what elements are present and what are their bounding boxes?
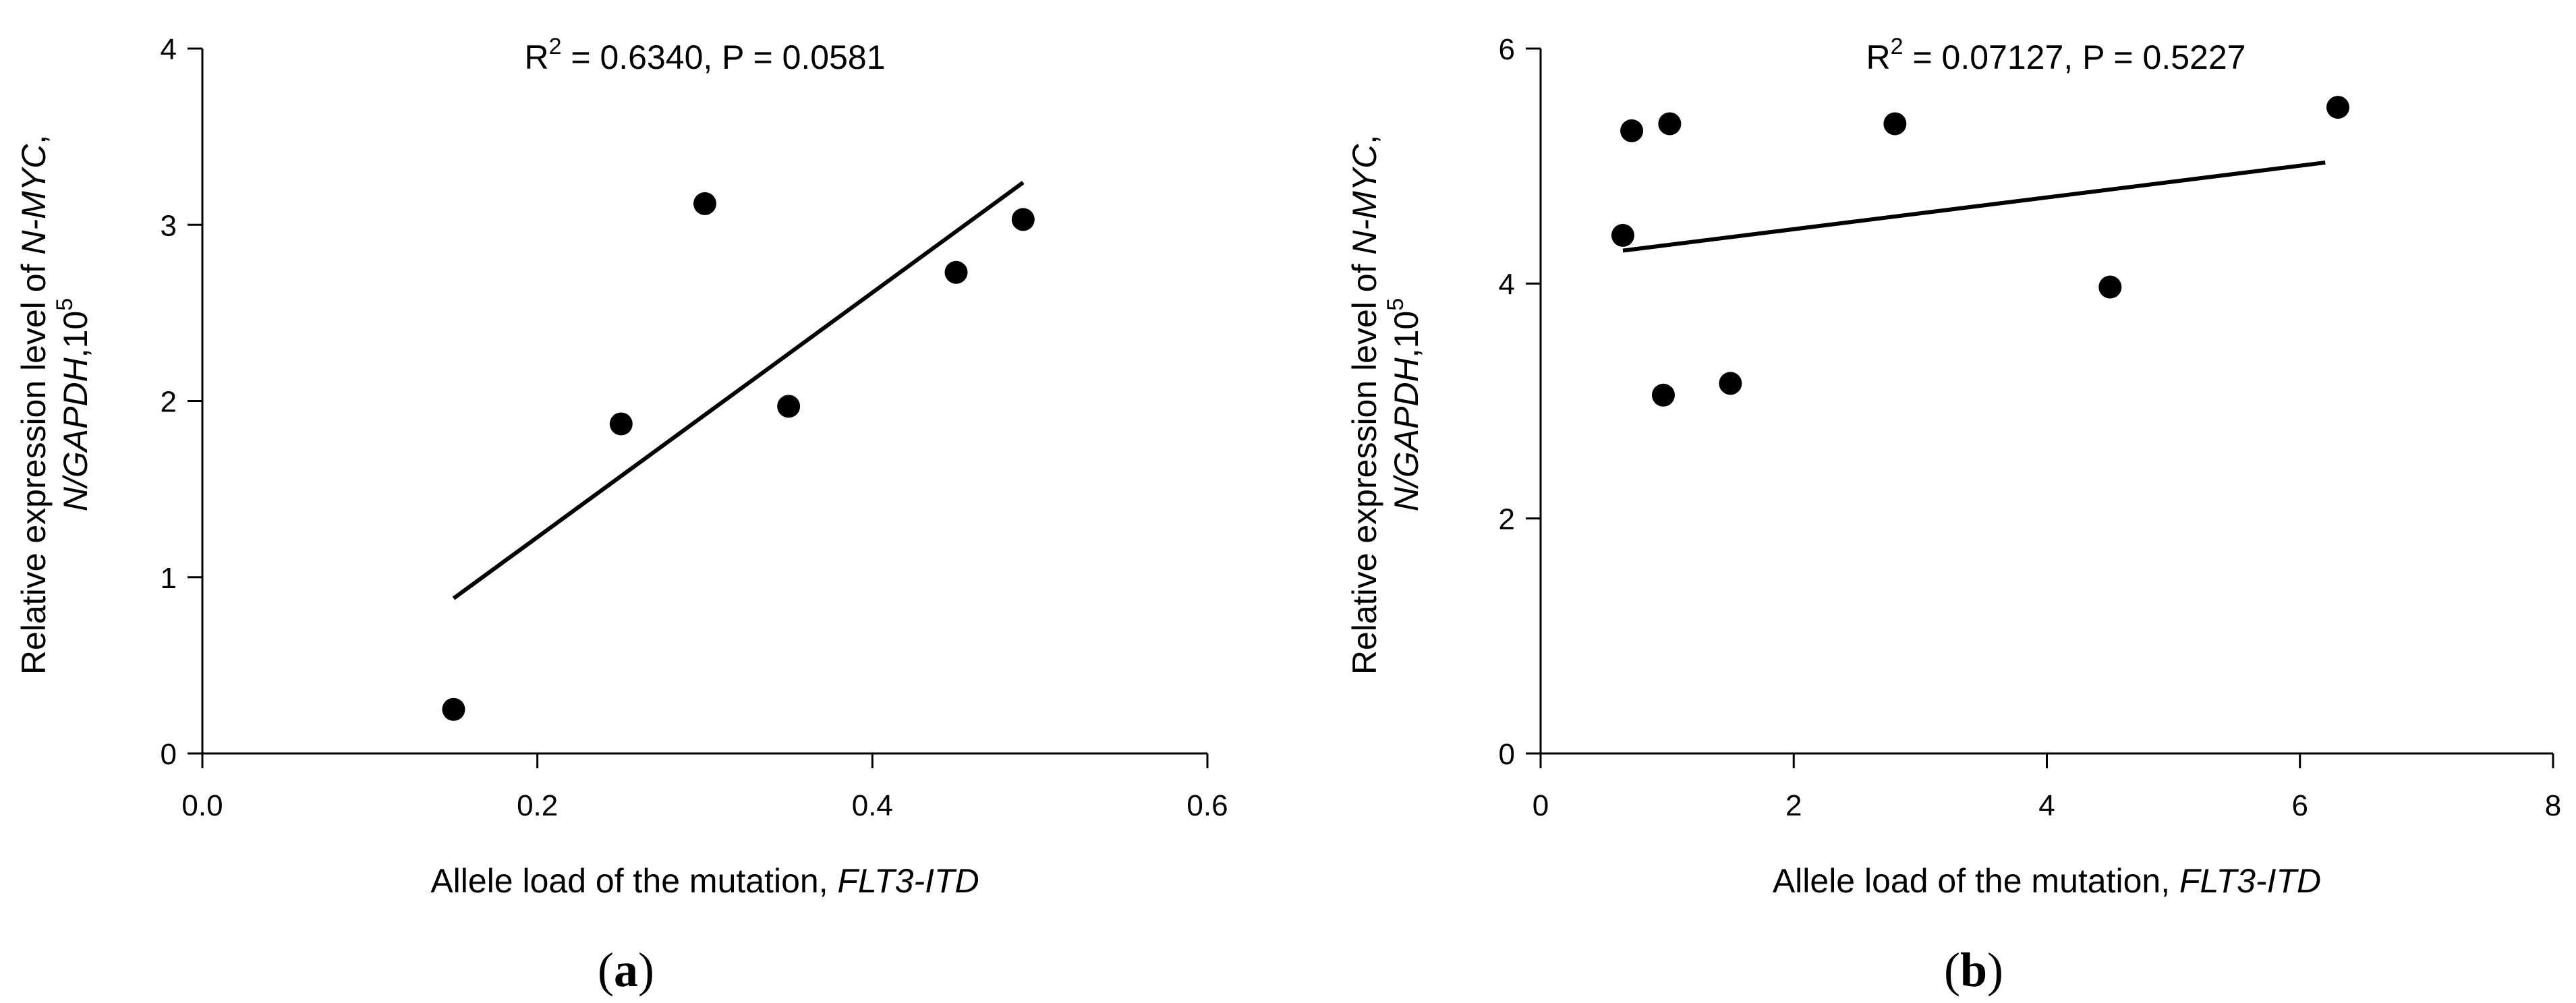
x-tick-label: 0.0 bbox=[181, 789, 223, 822]
y-tick-label: 3 bbox=[161, 209, 177, 242]
data-point bbox=[442, 697, 465, 721]
x-tick-label: 4 bbox=[2038, 789, 2055, 822]
data-point bbox=[1620, 119, 1644, 142]
y-axis-title: Relative expression level of N-MYC,N/GAP… bbox=[15, 135, 94, 675]
y-tick-label: 4 bbox=[1499, 268, 1515, 301]
y-tick-label: 2 bbox=[1499, 503, 1515, 536]
regression-line bbox=[1622, 160, 2326, 253]
data-point bbox=[1719, 372, 1742, 395]
data-point bbox=[1883, 112, 1907, 136]
stat-annotation: R2 = 0.07127, P = 0.5227 bbox=[1866, 34, 2246, 76]
data-point bbox=[2098, 275, 2122, 299]
x-tick-label: 0.4 bbox=[852, 789, 893, 822]
data-point bbox=[609, 412, 633, 436]
panel-label: (a) bbox=[598, 943, 654, 997]
x-axis-title: Allele load of the mutation, FLT3-ITD bbox=[430, 862, 979, 900]
chart-panel-a: 0.0 0.2 0.4 0.6 0 1 2 3 4 R2 = 0.6340, P = 0.0581… bbox=[15, 33, 1228, 997]
x-axis-title: Allele load of the mutation, FLT3-ITD bbox=[1773, 862, 2321, 900]
x-tick-label: 0 bbox=[1533, 789, 1549, 822]
data-point bbox=[2326, 96, 2350, 119]
stat-annotation: R2 = 0.6340, P = 0.0581 bbox=[524, 34, 885, 76]
y-tick-label: 2 bbox=[161, 386, 177, 419]
y-tick-label: 1 bbox=[161, 562, 177, 595]
data-point bbox=[777, 395, 801, 418]
y-axis-title: Relative expression level of N-MYC,N/GAP… bbox=[1346, 135, 1425, 675]
y-tick-label: 6 bbox=[1499, 33, 1515, 66]
chart-panel-b: 0 2 4 6 8 0 2 4 6 R2 = 0.07127, P = 0.5227 Allele … bbox=[1346, 33, 2561, 997]
data-point bbox=[1611, 223, 1634, 247]
y-tick-label: 4 bbox=[161, 33, 177, 66]
x-tick-label: 0.6 bbox=[1186, 789, 1228, 822]
y-tick-label: 0 bbox=[161, 738, 177, 771]
x-tick-label: 0.2 bbox=[517, 789, 558, 822]
data-point bbox=[1011, 208, 1035, 231]
data-point bbox=[1651, 383, 1675, 407]
x-tick-label: 6 bbox=[2292, 789, 2308, 822]
x-tick-label: 2 bbox=[1785, 789, 1802, 822]
data-point bbox=[693, 192, 716, 215]
x-tick-label: 8 bbox=[2545, 789, 2561, 822]
y-tick-label: 0 bbox=[1499, 738, 1515, 771]
panel-label: (b) bbox=[1944, 943, 2003, 997]
data-point bbox=[944, 260, 968, 284]
regression-line bbox=[452, 181, 1025, 600]
data-point bbox=[1658, 112, 1682, 136]
